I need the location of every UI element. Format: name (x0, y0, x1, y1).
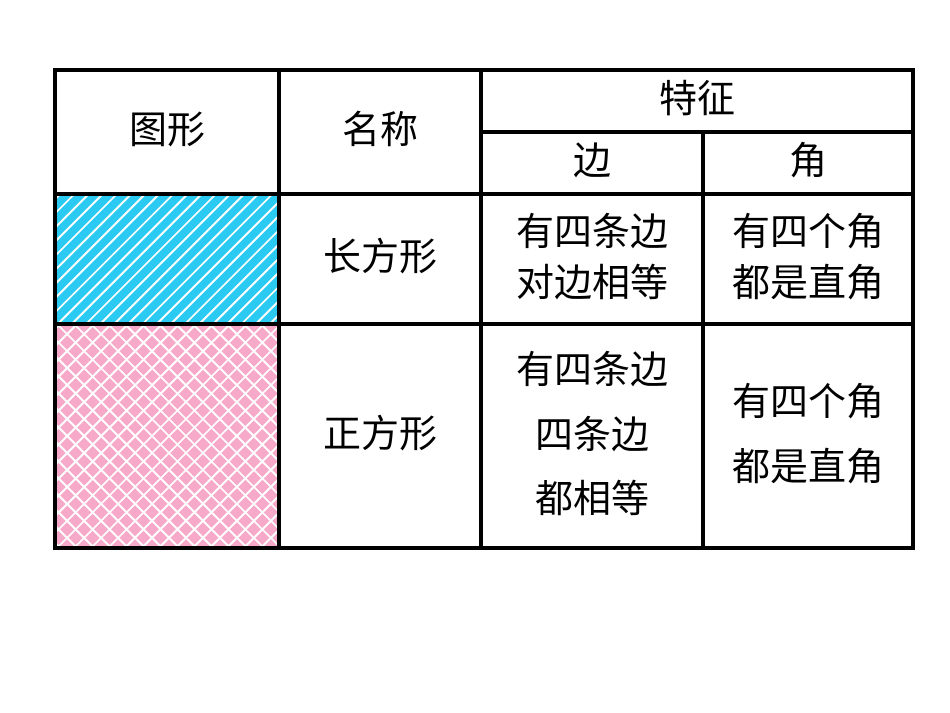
cell-name: 长方形 (279, 194, 481, 324)
header-edge: 边 (481, 132, 703, 194)
cell-edge: 有四条边 四条边 都相等 (481, 324, 703, 548)
rectangle-icon (57, 196, 277, 322)
table-row: 正方形 有四条边 四条边 都相等 有四个角 都是直角 (55, 324, 913, 548)
cell-name: 正方形 (279, 324, 481, 548)
header-angle: 角 (703, 132, 913, 194)
shapes-table: 图形 名称 特征 边 角 长方形 有四条边 对边相等 有四个角 都是直角 正方形… (53, 68, 915, 550)
cell-edge: 有四条边 对边相等 (481, 194, 703, 324)
header-shape: 图形 (55, 70, 279, 194)
cell-angle: 有四个角 都是直角 (703, 324, 913, 548)
cell-angle: 有四个角 都是直角 (703, 194, 913, 324)
cell-shape-square (55, 324, 279, 548)
header-feature: 特征 (481, 70, 913, 132)
header-name: 名称 (279, 70, 481, 194)
square-icon (57, 326, 277, 546)
cell-shape-rectangle (55, 194, 279, 324)
table-row: 长方形 有四条边 对边相等 有四个角 都是直角 (55, 194, 913, 324)
